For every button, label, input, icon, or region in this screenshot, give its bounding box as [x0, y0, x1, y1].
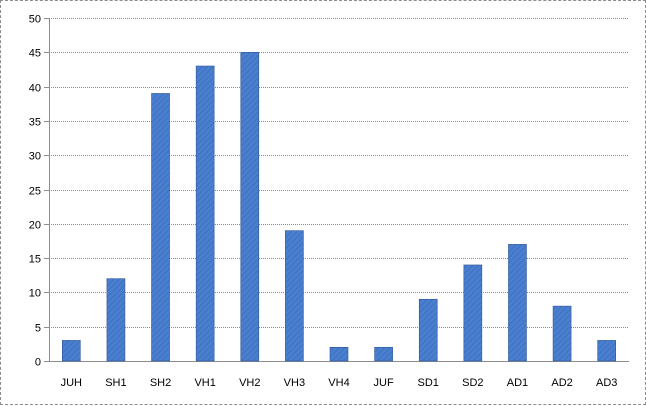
bar-juh [62, 340, 81, 362]
bar-vh4 [329, 346, 349, 362]
bar-ad1 [508, 244, 527, 362]
y-tick-label: 5 [35, 323, 41, 335]
x-tick-label-sh1: SH1 [105, 377, 126, 389]
bar-ad2 [552, 305, 572, 362]
bars [62, 51, 616, 362]
y-tick-label: 10 [29, 288, 41, 300]
bar-sh2 [151, 93, 170, 362]
x-tick-label-vh1: VH1 [194, 377, 215, 389]
y-tick-label: 45 [29, 48, 41, 60]
x-tick-label-ad1: AD1 [507, 377, 528, 389]
x-tick-labels: JUH SH1 SH2 VH1 VH2 VH3 VH4 JUF SD1 SD2 AD1 AD2 AD3 [61, 377, 618, 389]
bar-juf [374, 346, 393, 362]
y-tick-label: 20 [29, 220, 41, 232]
x-tick-label-ad3: AD3 [596, 377, 617, 389]
x-tick-label-vh2: VH2 [239, 377, 260, 389]
x-tick-label-juf: JUF [374, 377, 394, 389]
y-tick-label: 15 [29, 254, 41, 266]
bar-vh1 [195, 65, 215, 362]
bar-vh3 [285, 230, 304, 362]
y-tick-label: 35 [29, 117, 41, 129]
bar-vh2 [240, 51, 260, 362]
y-tick-label: 40 [29, 83, 41, 95]
gridlines [49, 18, 629, 328]
y-tick-label: 50 [29, 14, 41, 26]
x-tick-label-vh3: VH3 [284, 377, 305, 389]
y-tick-label: 0 [35, 357, 41, 369]
x-tick-label-ad2: AD2 [551, 377, 572, 389]
x-tick-label-sh2: SH2 [150, 377, 171, 389]
bar-ad3 [597, 340, 616, 362]
x-tick-label-vh4: VH4 [328, 377, 349, 389]
bar-sd1 [418, 298, 438, 362]
x-tick-label-juh: JUH [61, 377, 82, 389]
y-tick-label: 30 [29, 151, 41, 163]
axes [44, 18, 629, 362]
x-tick-label-sd2: SD2 [462, 377, 483, 389]
y-tick-label: 25 [29, 186, 41, 198]
bar-sd2 [463, 264, 483, 362]
x-tick-label-sd1: SD1 [418, 377, 439, 389]
y-tick-labels: 0 5 10 15 20 25 30 35 40 45 50 [29, 14, 41, 369]
bar-sh1 [106, 278, 126, 362]
